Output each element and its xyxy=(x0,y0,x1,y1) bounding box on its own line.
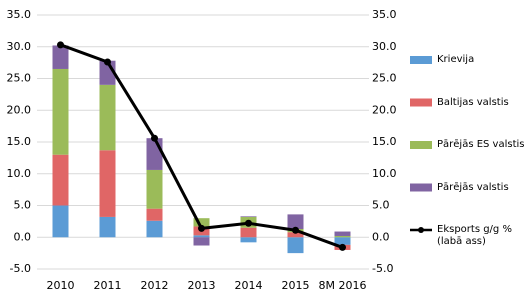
bar xyxy=(99,216,116,238)
legend-swatch xyxy=(410,98,432,107)
line-marker xyxy=(292,226,299,234)
y2-tick-label: 5.0 xyxy=(372,199,390,212)
legend-swatch xyxy=(410,183,432,192)
bar xyxy=(287,237,304,254)
bar xyxy=(146,220,163,238)
line-marker xyxy=(104,58,111,66)
line-marker xyxy=(339,243,346,251)
line-marker xyxy=(57,41,64,49)
bar xyxy=(146,208,163,221)
y-tick-label: 30.0 xyxy=(7,40,32,53)
y-tick-label: -5.0 xyxy=(10,262,31,275)
y2-tick-label: 25.0 xyxy=(372,72,397,85)
bar xyxy=(52,154,69,206)
y-tick-label: 35.0 xyxy=(7,8,32,21)
legend-marker xyxy=(418,227,424,233)
bar xyxy=(240,237,257,243)
y2-tick-label: 10.0 xyxy=(372,167,397,180)
y-tick-label: 25.0 xyxy=(7,72,32,85)
bar xyxy=(99,84,116,151)
bar xyxy=(193,218,210,227)
y2-tick-label: 30.0 xyxy=(372,40,397,53)
line-marker xyxy=(198,224,205,232)
bar xyxy=(99,150,116,217)
legend-label: Pārējās valstis xyxy=(437,181,509,193)
line-marker xyxy=(151,134,158,142)
bar xyxy=(334,235,351,238)
bar xyxy=(287,232,304,238)
y-tick-label: 5.0 xyxy=(14,199,32,212)
y-tick-label: 20.0 xyxy=(7,103,32,116)
y2-tick-label: 15.0 xyxy=(372,135,397,148)
y-tick-label: 0.0 xyxy=(14,230,32,243)
x-tick-label: 2015 xyxy=(282,279,310,292)
x-tick-label: 2012 xyxy=(141,279,169,292)
x-tick-label: 2011 xyxy=(94,279,122,292)
y2-tick-label: 20.0 xyxy=(372,103,397,116)
bar xyxy=(240,227,257,238)
bar xyxy=(334,237,351,245)
bar xyxy=(240,216,257,217)
bar xyxy=(146,138,163,170)
y-tick-label: 15.0 xyxy=(7,135,32,148)
y-tick-label: 10.0 xyxy=(7,167,32,180)
bar xyxy=(193,235,210,238)
x-tick-label: 2013 xyxy=(188,279,216,292)
bar xyxy=(52,68,69,155)
y2-tick-label: -5.0 xyxy=(372,262,393,275)
legend-label: Eksports g/g % (labā ass) xyxy=(437,224,512,247)
bar xyxy=(146,169,163,209)
legend-label: Krievija xyxy=(437,54,475,65)
bar xyxy=(52,205,69,238)
x-tick-label: 2014 xyxy=(235,279,263,292)
x-tick-label: 2010 xyxy=(47,279,75,292)
bar xyxy=(334,231,351,236)
bar xyxy=(52,45,69,69)
bar xyxy=(193,237,210,246)
x-tick-label: 8M 2016 xyxy=(319,279,367,292)
legend-swatch xyxy=(410,56,432,64)
legend-label: Baltijas valstis xyxy=(437,96,509,108)
y2-tick-label: 0.0 xyxy=(372,230,390,243)
line-marker xyxy=(245,219,252,227)
legend-swatch xyxy=(410,141,432,149)
legend-label: Pārējās ES valstis xyxy=(437,139,525,150)
y2-tick-label: 35.0 xyxy=(372,8,397,21)
bar xyxy=(287,214,304,229)
